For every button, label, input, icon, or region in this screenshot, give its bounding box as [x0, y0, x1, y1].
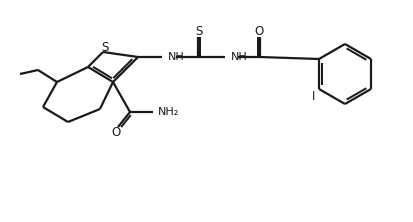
Text: S: S [195, 24, 202, 38]
Text: O: O [111, 127, 120, 139]
Text: NH₂: NH₂ [158, 107, 179, 117]
Text: O: O [254, 24, 263, 38]
Text: NH: NH [168, 52, 184, 62]
Text: I: I [311, 89, 315, 103]
Text: S: S [101, 40, 109, 54]
Text: NH: NH [230, 52, 247, 62]
